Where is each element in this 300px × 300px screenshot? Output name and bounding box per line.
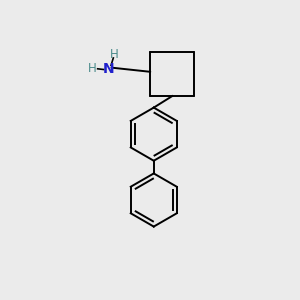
Text: H: H — [110, 48, 119, 61]
Text: N: N — [103, 62, 115, 76]
Text: H: H — [88, 62, 97, 75]
